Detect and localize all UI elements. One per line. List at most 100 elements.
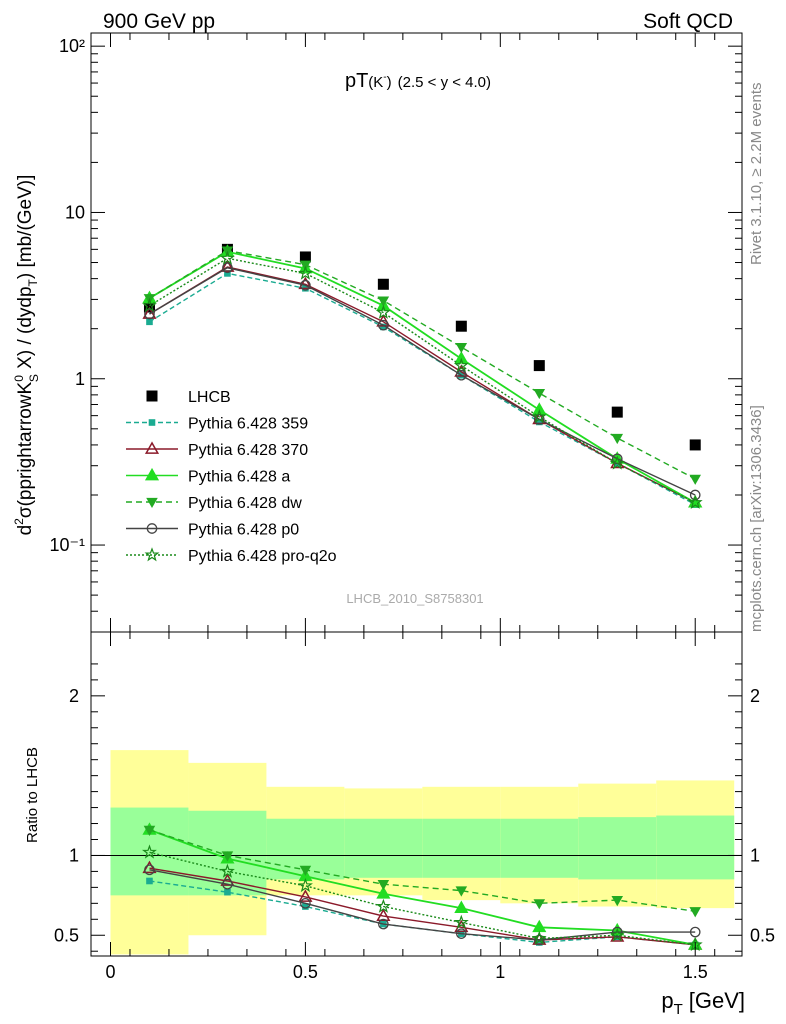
ratio-point (220, 863, 235, 878)
main-ylabel: d2σ(pprightarrowK0S X) / (dydpT) [mb/(Ge… (12, 175, 41, 536)
ratio-series-3 (143, 825, 701, 918)
ratio-point (297, 877, 313, 893)
title-main: pT (345, 70, 368, 92)
ratio-point (141, 844, 157, 859)
legend-label: Pythia 6.428 370 (188, 442, 308, 459)
series-line (149, 249, 696, 480)
data-point (533, 414, 545, 425)
uncertainty-band-inner (500, 818, 579, 878)
ratio-ylabel: Ratio to LHCB (24, 747, 41, 843)
ratio-ytick-label-left: 2 (69, 686, 79, 706)
x-tick-label: 0.5 (293, 962, 318, 982)
data-point (454, 351, 469, 364)
legend-label: Pythia 6.428 a (188, 469, 290, 486)
uncertainty-band-inner (656, 815, 735, 880)
series-5 (144, 262, 701, 501)
ratio-point (535, 939, 543, 946)
ratio-line (149, 851, 696, 946)
data-point (380, 323, 387, 331)
legend-item: Pythia 6.428 370 (126, 441, 308, 459)
data-point (689, 439, 701, 451)
data-point (220, 259, 235, 272)
legend-label: Pythia 6.428 pro-q2o (188, 548, 337, 565)
legend-label: Pythia 6.428 p0 (188, 522, 299, 539)
legend-marker (146, 523, 158, 534)
uncertainty-band-inner (422, 818, 501, 878)
data-point (456, 369, 467, 381)
ratio-point (376, 908, 391, 921)
data-point (377, 296, 390, 307)
title-range: (2.5 < y < 4.0) (398, 74, 491, 91)
ratio-line (149, 829, 696, 946)
ratio-series-4 (144, 864, 701, 946)
data-point (455, 320, 467, 332)
legend-label: Pythia 6.428 359 (188, 416, 308, 433)
ratio-point (302, 903, 309, 910)
data-point (378, 319, 389, 331)
x-tick-label: 0 (105, 962, 115, 982)
series-line (149, 250, 696, 504)
main-frame (90, 32, 743, 633)
series-line (149, 267, 696, 496)
ratio-point (376, 886, 391, 899)
ratio-point (378, 918, 389, 930)
legend-item: Pythia 6.428 a (126, 467, 290, 486)
x-axis-label: pT [GeV] (661, 988, 745, 1018)
ratio-point (455, 886, 468, 897)
ratio-point (456, 928, 467, 939)
xlabel-unit: [GeV] (689, 988, 745, 1013)
legend-marker (144, 441, 160, 454)
header-right: Soft QCD (643, 10, 733, 33)
ratio-point (298, 889, 313, 902)
ratio-point (611, 896, 624, 907)
legend-item: Pythia 6.428 dw (126, 495, 302, 512)
ratio-point (221, 851, 234, 862)
legend-item: LHCB (146, 389, 231, 406)
data-point (689, 474, 701, 485)
data-point (533, 360, 545, 372)
ratio-point (531, 930, 547, 945)
legend-marker (146, 390, 158, 402)
title-sup: - (383, 72, 386, 83)
series-4 (143, 246, 701, 485)
legend-item: Pythia 6.428 pro-q2o (126, 547, 337, 565)
main-ytick-label: 1 (75, 369, 85, 389)
ratio-point (143, 825, 156, 836)
data-point (299, 251, 311, 263)
ratio-point (299, 865, 312, 876)
legend-marker (144, 467, 160, 481)
ratio-line (149, 867, 696, 946)
ratio-point (222, 878, 233, 890)
data-point (299, 260, 312, 271)
legend: LHCB Pythia 6.428 359 Pythia 6.428 370 Pyth… (126, 389, 337, 565)
ratio-point (377, 880, 390, 891)
series-6 (142, 250, 703, 509)
ratio-point (146, 877, 153, 885)
ratio-point (453, 914, 469, 929)
ratio-point (375, 898, 391, 913)
data-point (453, 357, 469, 372)
data-point (222, 262, 233, 274)
ratio-point (300, 898, 311, 909)
ratio-point (144, 864, 155, 876)
data-point (611, 433, 624, 445)
side-label-bottom: mcplots.cern.ch [arXiv:1306.3436] (748, 405, 765, 632)
ratio-ytick-label-right: 1 (750, 845, 760, 865)
main-panel: 10⁻¹ 1 10 10² (49, 32, 743, 633)
x-tick-label: 1 (495, 962, 505, 982)
data-point (377, 278, 389, 290)
data-point (142, 297, 157, 313)
x-tick-label: 1.5 (683, 962, 708, 982)
data-point (535, 418, 543, 426)
ratio-point (533, 934, 545, 946)
main-ytick-label: 10⁻¹ (49, 535, 85, 555)
ratio-frame (90, 631, 743, 957)
watermark: LHCB_2010_S8758301 (346, 591, 483, 606)
main-ytick-label: 10² (59, 36, 85, 56)
side-label-top: Rivet 3.1.10, ≥ 2.2M events (748, 83, 765, 266)
data-point (297, 265, 313, 280)
ratio-line (149, 829, 696, 912)
ratio-point (689, 926, 701, 938)
data-point (532, 402, 547, 415)
data-point (224, 270, 231, 277)
